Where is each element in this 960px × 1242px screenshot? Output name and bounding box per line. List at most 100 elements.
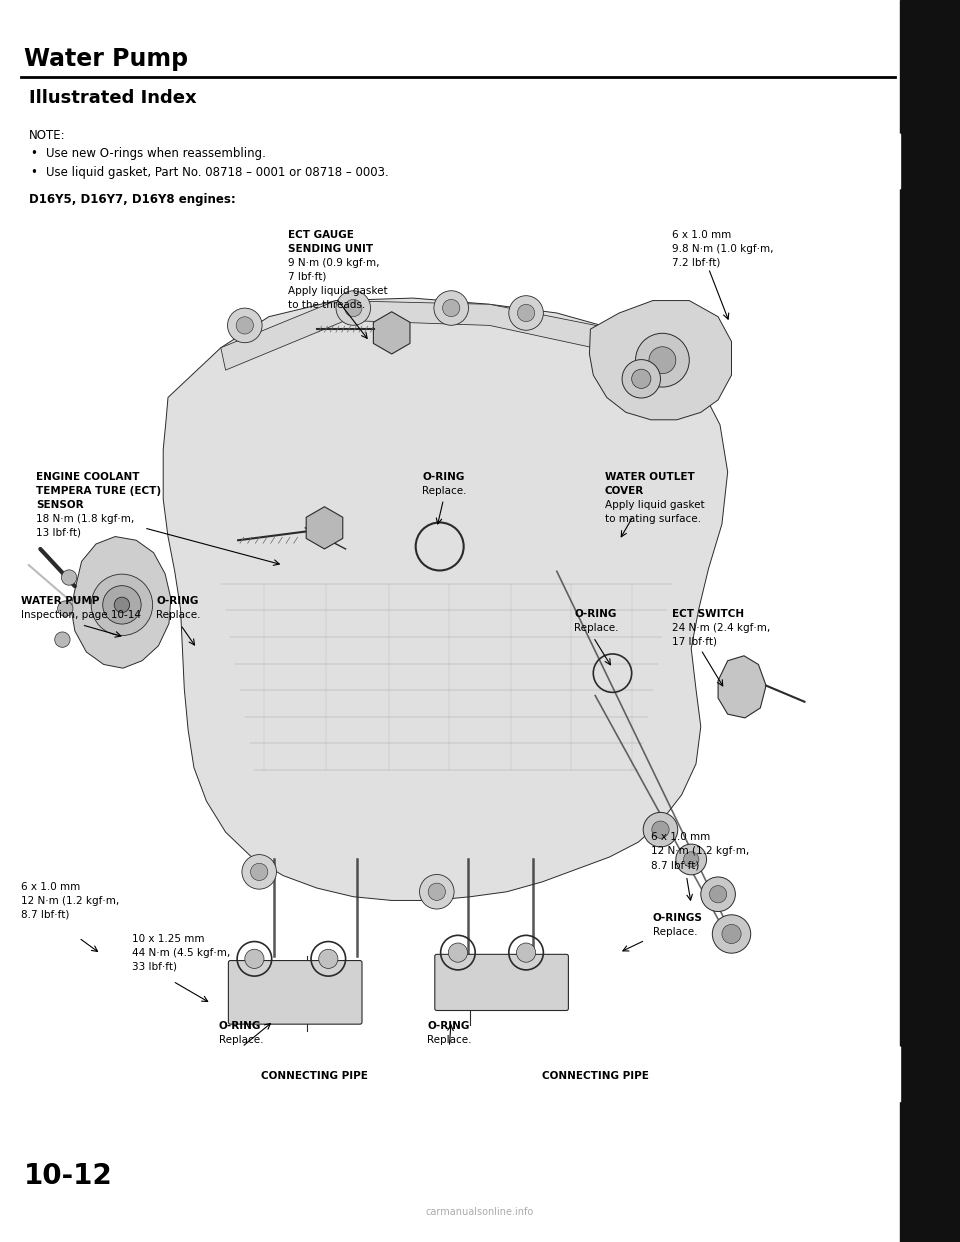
Text: O-RING: O-RING	[427, 1021, 469, 1031]
Text: 12 N·m (1.2 kgf·m,: 12 N·m (1.2 kgf·m,	[651, 846, 749, 856]
Text: 10-12: 10-12	[24, 1161, 112, 1190]
Circle shape	[236, 317, 253, 334]
Circle shape	[428, 883, 445, 900]
Circle shape	[443, 299, 460, 317]
Circle shape	[622, 360, 660, 397]
Circle shape	[652, 821, 669, 838]
Text: ENGINE COOLANT: ENGINE COOLANT	[36, 472, 140, 482]
Circle shape	[632, 369, 651, 389]
Circle shape	[251, 863, 268, 881]
Text: 6 x 1.0 mm: 6 x 1.0 mm	[672, 230, 732, 240]
Wedge shape	[874, 134, 900, 189]
Circle shape	[345, 299, 362, 317]
Text: WATER PUMP: WATER PUMP	[21, 596, 100, 606]
Text: Replace.: Replace.	[574, 622, 618, 632]
Text: SENSOR: SENSOR	[36, 501, 84, 510]
Text: 24 N·m (2.4 kgf·m,: 24 N·m (2.4 kgf·m,	[672, 622, 770, 632]
Text: 33 lbf·ft): 33 lbf·ft)	[132, 963, 178, 972]
Text: TEMPERA TURE (ECT): TEMPERA TURE (ECT)	[36, 486, 161, 496]
Text: CONNECTING PIPE: CONNECTING PIPE	[261, 1071, 368, 1081]
Circle shape	[242, 854, 276, 889]
Circle shape	[722, 924, 741, 944]
Text: 9 N·m (0.9 kgf·m,: 9 N·m (0.9 kgf·m,	[288, 258, 379, 268]
Text: Replace.: Replace.	[219, 1035, 263, 1045]
Circle shape	[516, 943, 536, 963]
Text: •: •	[31, 147, 37, 159]
Polygon shape	[71, 537, 171, 668]
FancyBboxPatch shape	[228, 960, 362, 1025]
Circle shape	[448, 943, 468, 963]
Circle shape	[336, 291, 371, 325]
Circle shape	[114, 597, 130, 612]
Text: 6 x 1.0 mm: 6 x 1.0 mm	[651, 832, 710, 842]
Text: Replace.: Replace.	[427, 1035, 471, 1045]
Circle shape	[709, 886, 727, 903]
Text: Replace.: Replace.	[156, 610, 201, 620]
Circle shape	[517, 304, 535, 322]
Circle shape	[245, 949, 264, 969]
Circle shape	[103, 586, 141, 623]
Text: 7.2 lbf·ft): 7.2 lbf·ft)	[672, 258, 720, 268]
Text: SENDING UNIT: SENDING UNIT	[288, 243, 373, 253]
Text: O-RING: O-RING	[422, 472, 465, 482]
Text: ECT SWITCH: ECT SWITCH	[672, 609, 744, 619]
Circle shape	[676, 845, 707, 874]
Text: 18 N·m (1.8 kgf·m,: 18 N·m (1.8 kgf·m,	[36, 514, 134, 524]
Circle shape	[643, 812, 678, 847]
Text: CONNECTING PIPE: CONNECTING PIPE	[542, 1071, 649, 1081]
Circle shape	[434, 291, 468, 325]
Circle shape	[420, 874, 454, 909]
Text: Illustrated Index: Illustrated Index	[29, 89, 197, 107]
Circle shape	[319, 949, 338, 969]
Text: O-RING: O-RING	[156, 596, 199, 606]
FancyBboxPatch shape	[435, 954, 568, 1011]
Text: Replace.: Replace.	[653, 927, 697, 936]
Bar	[900, 0, 960, 1242]
Text: O-RING: O-RING	[574, 609, 616, 619]
Circle shape	[228, 308, 262, 343]
Polygon shape	[373, 312, 410, 354]
Text: 44 N·m (4.5 kgf·m,: 44 N·m (4.5 kgf·m,	[132, 948, 230, 958]
Text: carmanualsonline.info: carmanualsonline.info	[426, 1207, 534, 1217]
Text: 8.7 lbf·ft): 8.7 lbf·ft)	[21, 910, 69, 920]
Circle shape	[91, 574, 153, 636]
Circle shape	[701, 877, 735, 912]
Circle shape	[509, 296, 543, 330]
Polygon shape	[163, 298, 728, 900]
Text: 17 lbf·ft): 17 lbf·ft)	[672, 637, 717, 647]
Text: •: •	[31, 166, 37, 179]
Text: Apply liquid gasket: Apply liquid gasket	[605, 501, 705, 510]
Text: O-RING: O-RING	[219, 1021, 261, 1031]
Text: 12 N·m (1.2 kgf·m,: 12 N·m (1.2 kgf·m,	[21, 895, 119, 905]
Text: 10 x 1.25 mm: 10 x 1.25 mm	[132, 934, 205, 944]
Text: to the threads.: to the threads.	[288, 299, 365, 309]
Text: Use liquid gasket, Part No. 08718 – 0001 or 08718 – 0003.: Use liquid gasket, Part No. 08718 – 0001…	[46, 166, 389, 179]
Circle shape	[649, 347, 676, 374]
Text: 8.7 lbf·ft): 8.7 lbf·ft)	[651, 861, 699, 871]
Text: 9.8 N·m (1.0 kgf·m,: 9.8 N·m (1.0 kgf·m,	[672, 243, 774, 253]
Polygon shape	[718, 656, 766, 718]
Text: to mating surface.: to mating surface.	[605, 514, 701, 524]
Polygon shape	[221, 301, 672, 375]
Text: Replace.: Replace.	[422, 486, 467, 496]
Text: O-RINGS: O-RINGS	[653, 913, 703, 923]
Circle shape	[636, 333, 689, 388]
Circle shape	[58, 601, 73, 616]
Text: Apply liquid gasket: Apply liquid gasket	[288, 286, 388, 296]
Text: COVER: COVER	[605, 486, 644, 496]
Text: Water Pump: Water Pump	[24, 47, 188, 71]
Circle shape	[55, 632, 70, 647]
Text: NOTE:: NOTE:	[29, 129, 65, 142]
Text: D16Y5, D16Y7, D16Y8 engines:: D16Y5, D16Y7, D16Y8 engines:	[29, 193, 235, 205]
Wedge shape	[874, 1047, 900, 1102]
Text: WATER OUTLET: WATER OUTLET	[605, 472, 694, 482]
Circle shape	[684, 852, 699, 867]
Polygon shape	[306, 507, 343, 549]
Text: 7 lbf·ft): 7 lbf·ft)	[288, 272, 326, 282]
Circle shape	[61, 570, 77, 585]
Circle shape	[712, 915, 751, 953]
Text: 6 x 1.0 mm: 6 x 1.0 mm	[21, 882, 81, 892]
Text: Use new O-rings when reassembling.: Use new O-rings when reassembling.	[46, 147, 266, 159]
Polygon shape	[589, 301, 732, 420]
Text: Inspection, page 10-14: Inspection, page 10-14	[21, 610, 141, 620]
